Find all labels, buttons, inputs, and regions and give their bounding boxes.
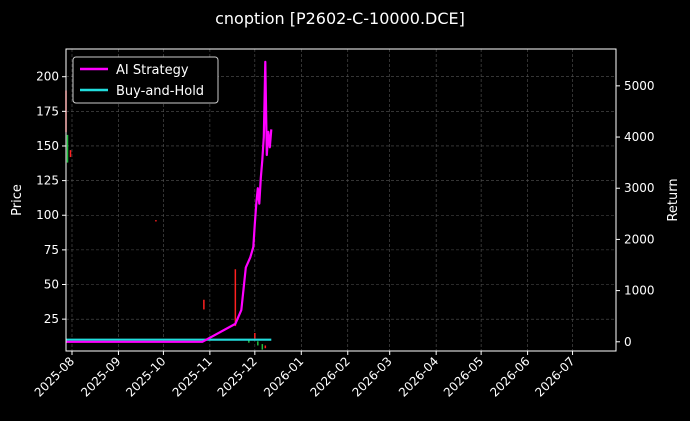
y-axis-right: 0 1000 2000 3000 4000 5000 (616, 79, 655, 349)
series-line-ai-strategy (66, 60, 273, 343)
y-tick-label-left: 25 (44, 312, 59, 326)
y-tick-label-right: 5000 (624, 79, 655, 93)
y-tick-label-right: 3000 (624, 181, 655, 195)
y-tick-label-right: 2000 (624, 232, 655, 246)
y-tick-label-right: 0 (624, 335, 632, 349)
y-tick-label-left: 150 (36, 139, 59, 153)
plot-frame (65, 48, 617, 352)
legend: AI Strategy Buy-and-Hold (72, 56, 219, 104)
y-tick-label-left: 125 (36, 174, 59, 188)
y-axis-label-left: Price (10, 184, 25, 216)
chart-title: cnoption [P2602-C-10000.DCE] (215, 9, 465, 28)
y-tick-label-left: 50 (44, 278, 59, 292)
y-tick-label-right: 4000 (624, 130, 655, 144)
y-axis-left: 25 50 75 100 125 150 175 200 (36, 70, 66, 326)
series-lines (66, 60, 273, 343)
y-axis-label-right: Return (666, 178, 681, 221)
y-tick-label-left: 175 (36, 104, 59, 118)
y-tick-label-right: 1000 (624, 284, 655, 298)
legend-box (72, 56, 219, 104)
legend-label-buy-and-hold: Buy-and-Hold (116, 84, 204, 99)
y-tick-label-left: 75 (44, 243, 59, 257)
y-tick-label-left: 200 (36, 70, 59, 84)
y-tick-label-left: 100 (36, 208, 59, 222)
legend-label-ai-strategy: AI Strategy (116, 63, 189, 78)
